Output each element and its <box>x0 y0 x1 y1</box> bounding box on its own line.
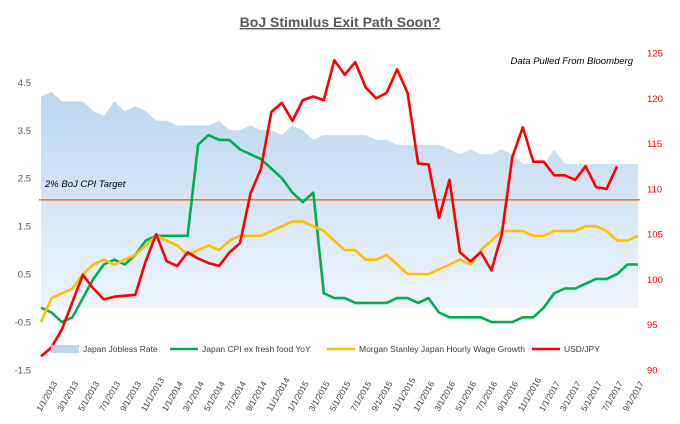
series-line-2 <box>39 220 639 323</box>
left-tick-label: 0.5 <box>18 270 31 281</box>
chart-title: BoJ Stimulus Exit Path Soon? <box>240 14 441 30</box>
left-tick-label: 3.5 <box>18 126 31 137</box>
series-layer <box>39 59 639 358</box>
right-tick-label: 110 <box>647 184 662 195</box>
legend-label: Japan Jobless Rate <box>83 344 158 354</box>
left-tick-label: -0.5 <box>15 318 31 329</box>
series-line-1 <box>40 133 638 324</box>
right-tick-label: 125 <box>647 49 663 60</box>
right-tick-label: 115 <box>647 139 662 150</box>
left-axis: 4.5 3.5 2.5 1.5 0.5 -0.5 -1.5 <box>15 78 31 377</box>
legend-swatch <box>51 345 79 353</box>
x-axis: 1/1/20133/1/20135/1/20137/1/20139/1/2013… <box>34 376 646 413</box>
right-tick-label: 100 <box>647 275 663 286</box>
left-tick-label: 4.5 <box>18 78 31 89</box>
legend-label: Morgan Stanley Japan Hourly Wage Growth <box>359 344 525 354</box>
source-annotation: Data Pulled From Bloomberg <box>511 56 634 67</box>
left-tick-label: 2.5 <box>18 174 31 185</box>
legend-label: Japan CPI ex fresh food YoY <box>202 344 311 354</box>
right-tick-label: 95 <box>647 320 658 331</box>
right-tick-label: 105 <box>647 230 663 241</box>
left-tick-label: 1.5 <box>18 222 31 233</box>
right-tick-label: 90 <box>647 366 658 377</box>
legend: Japan Jobless Rate Japan CPI ex fresh foo… <box>51 344 600 354</box>
legend-label: USD/JPY <box>564 344 600 354</box>
right-tick-label: 120 <box>647 94 663 105</box>
series-line-3 <box>40 59 619 358</box>
right-axis: 125 120 115 110 105 100 95 90 <box>647 49 663 377</box>
left-tick-label: -1.5 <box>15 366 31 377</box>
reference-line-label: 2% BoJ CPI Target <box>44 179 126 190</box>
